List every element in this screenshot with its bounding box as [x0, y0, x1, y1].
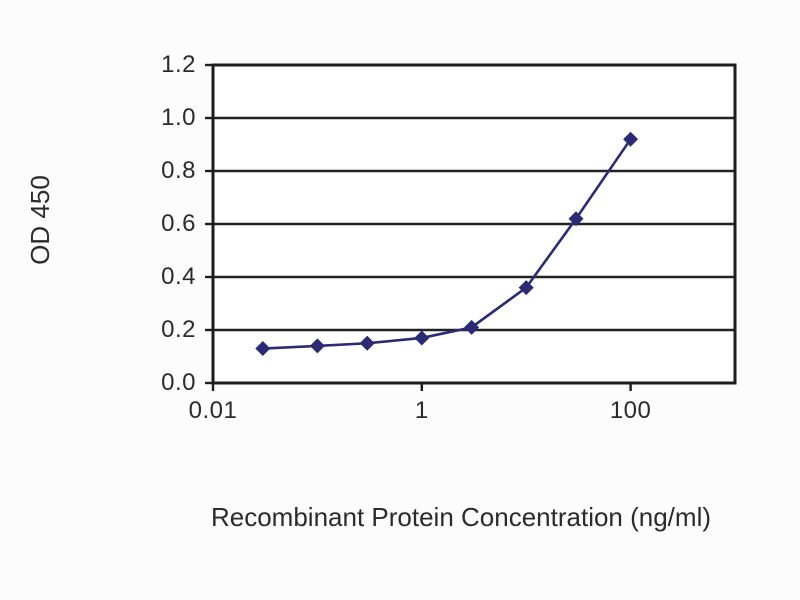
data-point-marker	[518, 280, 534, 296]
series-line	[262, 138, 632, 350]
y-tick-label: 0.4	[161, 263, 196, 290]
x-tick-label: 0.01	[188, 397, 238, 424]
x-tick-label: 100	[609, 397, 652, 424]
y-axis-tick-labels: 0.0 0.2 0.4 0.6 0.8 1.0 1.2	[0, 0, 200, 600]
x-axis-tick-labels: 0.01 1 100	[0, 396, 800, 430]
data-point-marker	[359, 335, 375, 351]
x-axis-title: Recombinant Protein Concentration (ng/ml…	[210, 502, 712, 532]
y-tick-label: 0.0	[161, 369, 196, 396]
data-point-marker	[309, 338, 325, 354]
plot-frame	[211, 63, 737, 385]
data-point-marker	[568, 211, 584, 227]
y-tick-label: 1.0	[161, 104, 196, 131]
x-tick-label: 1	[414, 397, 429, 424]
y-tick-label: 0.8	[161, 157, 196, 184]
data-point-marker	[255, 341, 271, 357]
data-point-marker	[464, 319, 480, 335]
y-tick-label: 0.2	[161, 316, 196, 343]
data-point-marker	[414, 330, 430, 346]
data-point-marker	[623, 131, 639, 147]
y-tick-label: 1.2	[161, 51, 196, 78]
y-axis-title: OD 450	[25, 175, 55, 265]
y-tick-label: 0.6	[161, 210, 196, 237]
